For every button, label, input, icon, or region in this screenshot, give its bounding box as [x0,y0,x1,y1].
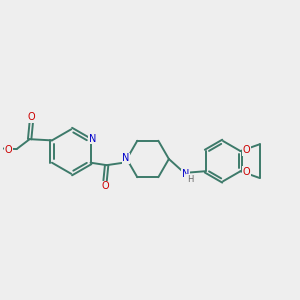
Text: N: N [122,153,130,164]
Text: O: O [242,146,250,155]
Text: N: N [89,134,96,143]
Text: N: N [182,169,189,179]
Text: O: O [242,167,250,177]
Text: H: H [187,175,193,184]
Text: O: O [5,145,12,155]
Text: O: O [101,181,109,191]
Text: O: O [27,112,35,122]
